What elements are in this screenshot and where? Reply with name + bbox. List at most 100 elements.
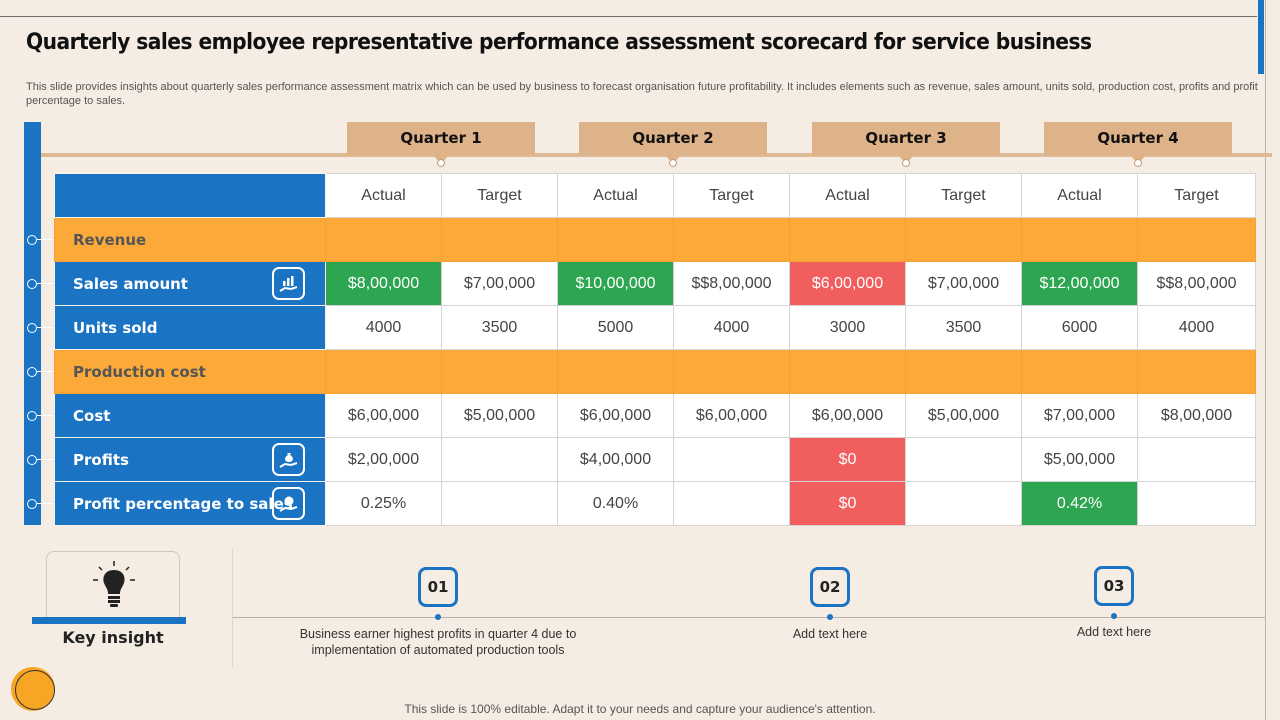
lightbulb-icon: [93, 561, 135, 607]
row-label: Cost: [54, 393, 326, 438]
cell: [1137, 217, 1256, 262]
cell: 3500: [441, 305, 558, 350]
cell: [441, 217, 558, 262]
decorative-ring: [15, 670, 55, 710]
cell: [789, 217, 906, 262]
quarter-label: Quarter 2: [632, 129, 714, 147]
cell: $7,00,000: [1021, 393, 1138, 438]
cell: $8,00,000: [1137, 393, 1256, 438]
cell: $10,00,000: [557, 261, 674, 306]
cell: $6,00,000: [673, 393, 790, 438]
badge-dot: [435, 614, 441, 620]
cell: [1137, 349, 1256, 394]
quarter-tab-3: Quarter 3: [812, 122, 1000, 167]
tab-dot: [902, 159, 910, 167]
row-label: Profit percentage to sales: [73, 494, 293, 513]
cell: [557, 349, 674, 394]
cell: [673, 481, 790, 526]
accent-bar-right: [1258, 0, 1264, 74]
row-connector: [27, 234, 54, 246]
cell: 4000: [673, 305, 790, 350]
cell: $6,00,000: [789, 393, 906, 438]
cell: 6000: [1021, 305, 1138, 350]
cell: [441, 349, 558, 394]
cell: $5,00,000: [1021, 437, 1138, 482]
row-connector: [27, 498, 54, 510]
cell: [905, 349, 1022, 394]
row-connector: [27, 278, 54, 290]
row-label: Profits: [73, 450, 129, 469]
insight-number-badge: 03: [1094, 566, 1134, 606]
cell: $4,00,000: [557, 437, 674, 482]
cell: 3000: [789, 305, 906, 350]
badge-dot: [1111, 613, 1117, 619]
table-row-sales-amount: Sales amount $8,00,000 $7,00,000 $10,00,…: [54, 261, 1256, 306]
header-corner: [54, 173, 326, 218]
cell: $$8,00,000: [673, 261, 790, 306]
cell: $0: [789, 437, 906, 482]
footer-note: This slide is 100% editable. Adapt it to…: [404, 702, 876, 716]
hand-coin-icon: [272, 487, 305, 520]
table-row-profits: Profits $2,00,000 $4,00,000 $0 $5,00,000: [54, 437, 1256, 482]
header-row: Actual Target Actual Target Actual Targe…: [54, 173, 1256, 218]
cell: $5,00,000: [441, 393, 558, 438]
tab-dot: [437, 159, 445, 167]
cell: $0: [789, 481, 906, 526]
page-subtitle: This slide provides insights about quart…: [26, 81, 1258, 107]
tab-dot: [1134, 159, 1142, 167]
cell: $7,00,000: [441, 261, 558, 306]
cell: 0.42%: [1021, 481, 1138, 526]
insight-number-badge: 01: [418, 567, 458, 607]
tab-dot: [669, 159, 677, 167]
cell: [673, 217, 790, 262]
row-label: Revenue: [54, 217, 326, 262]
right-divider: [1265, 0, 1266, 720]
row-label-cell: Sales amount: [54, 261, 326, 306]
column-header: Target: [905, 173, 1022, 218]
row-label: Units sold: [54, 305, 326, 350]
cell: $6,00,000: [557, 393, 674, 438]
cell: [325, 217, 442, 262]
cell: [1137, 481, 1256, 526]
hand-money-bag-icon: [272, 443, 305, 476]
hand-chart-icon: [272, 267, 305, 300]
cell: [789, 349, 906, 394]
scorecard-table: Actual Target Actual Target Actual Targe…: [54, 173, 1256, 526]
cell: $12,00,000: [1021, 261, 1138, 306]
row-label-cell: Profits: [54, 437, 326, 482]
cell: [673, 437, 790, 482]
cell: [905, 481, 1022, 526]
cell: $5,00,000: [905, 393, 1022, 438]
row-connector: [27, 366, 54, 378]
cell: [1021, 349, 1138, 394]
insight-timeline-line: [233, 617, 1265, 618]
row-connector: [27, 454, 54, 466]
top-divider: [0, 16, 1257, 17]
quarter-label: Quarter 1: [400, 129, 482, 147]
table-row-units-sold: Units sold 4000 3500 5000 4000 3000 3500…: [54, 305, 1256, 350]
cell: [441, 481, 558, 526]
cell: $6,00,000: [325, 393, 442, 438]
badge-dot: [827, 614, 833, 620]
insight-text: Business earner highest profits in quart…: [299, 627, 577, 657]
column-header: Target: [441, 173, 558, 218]
key-insight-underline: [32, 617, 186, 624]
row-label: Production cost: [54, 349, 326, 394]
column-header: Target: [673, 173, 790, 218]
insight-number-badge: 02: [810, 567, 850, 607]
column-header: Actual: [789, 173, 906, 218]
key-insight-label: Key insight: [62, 628, 164, 647]
insight-text: Add text here: [792, 627, 868, 641]
cell: $$8,00,000: [1137, 261, 1256, 306]
table-row-revenue: Revenue: [54, 217, 1256, 262]
cell: $8,00,000: [325, 261, 442, 306]
row-connector: [27, 322, 54, 334]
cell: 5000: [557, 305, 674, 350]
cell: 0.40%: [557, 481, 674, 526]
table-row-production-cost: Production cost: [54, 349, 1256, 394]
cell: [1137, 437, 1256, 482]
cell: [905, 437, 1022, 482]
column-header: Actual: [325, 173, 442, 218]
cell: 4000: [325, 305, 442, 350]
cell: [673, 349, 790, 394]
